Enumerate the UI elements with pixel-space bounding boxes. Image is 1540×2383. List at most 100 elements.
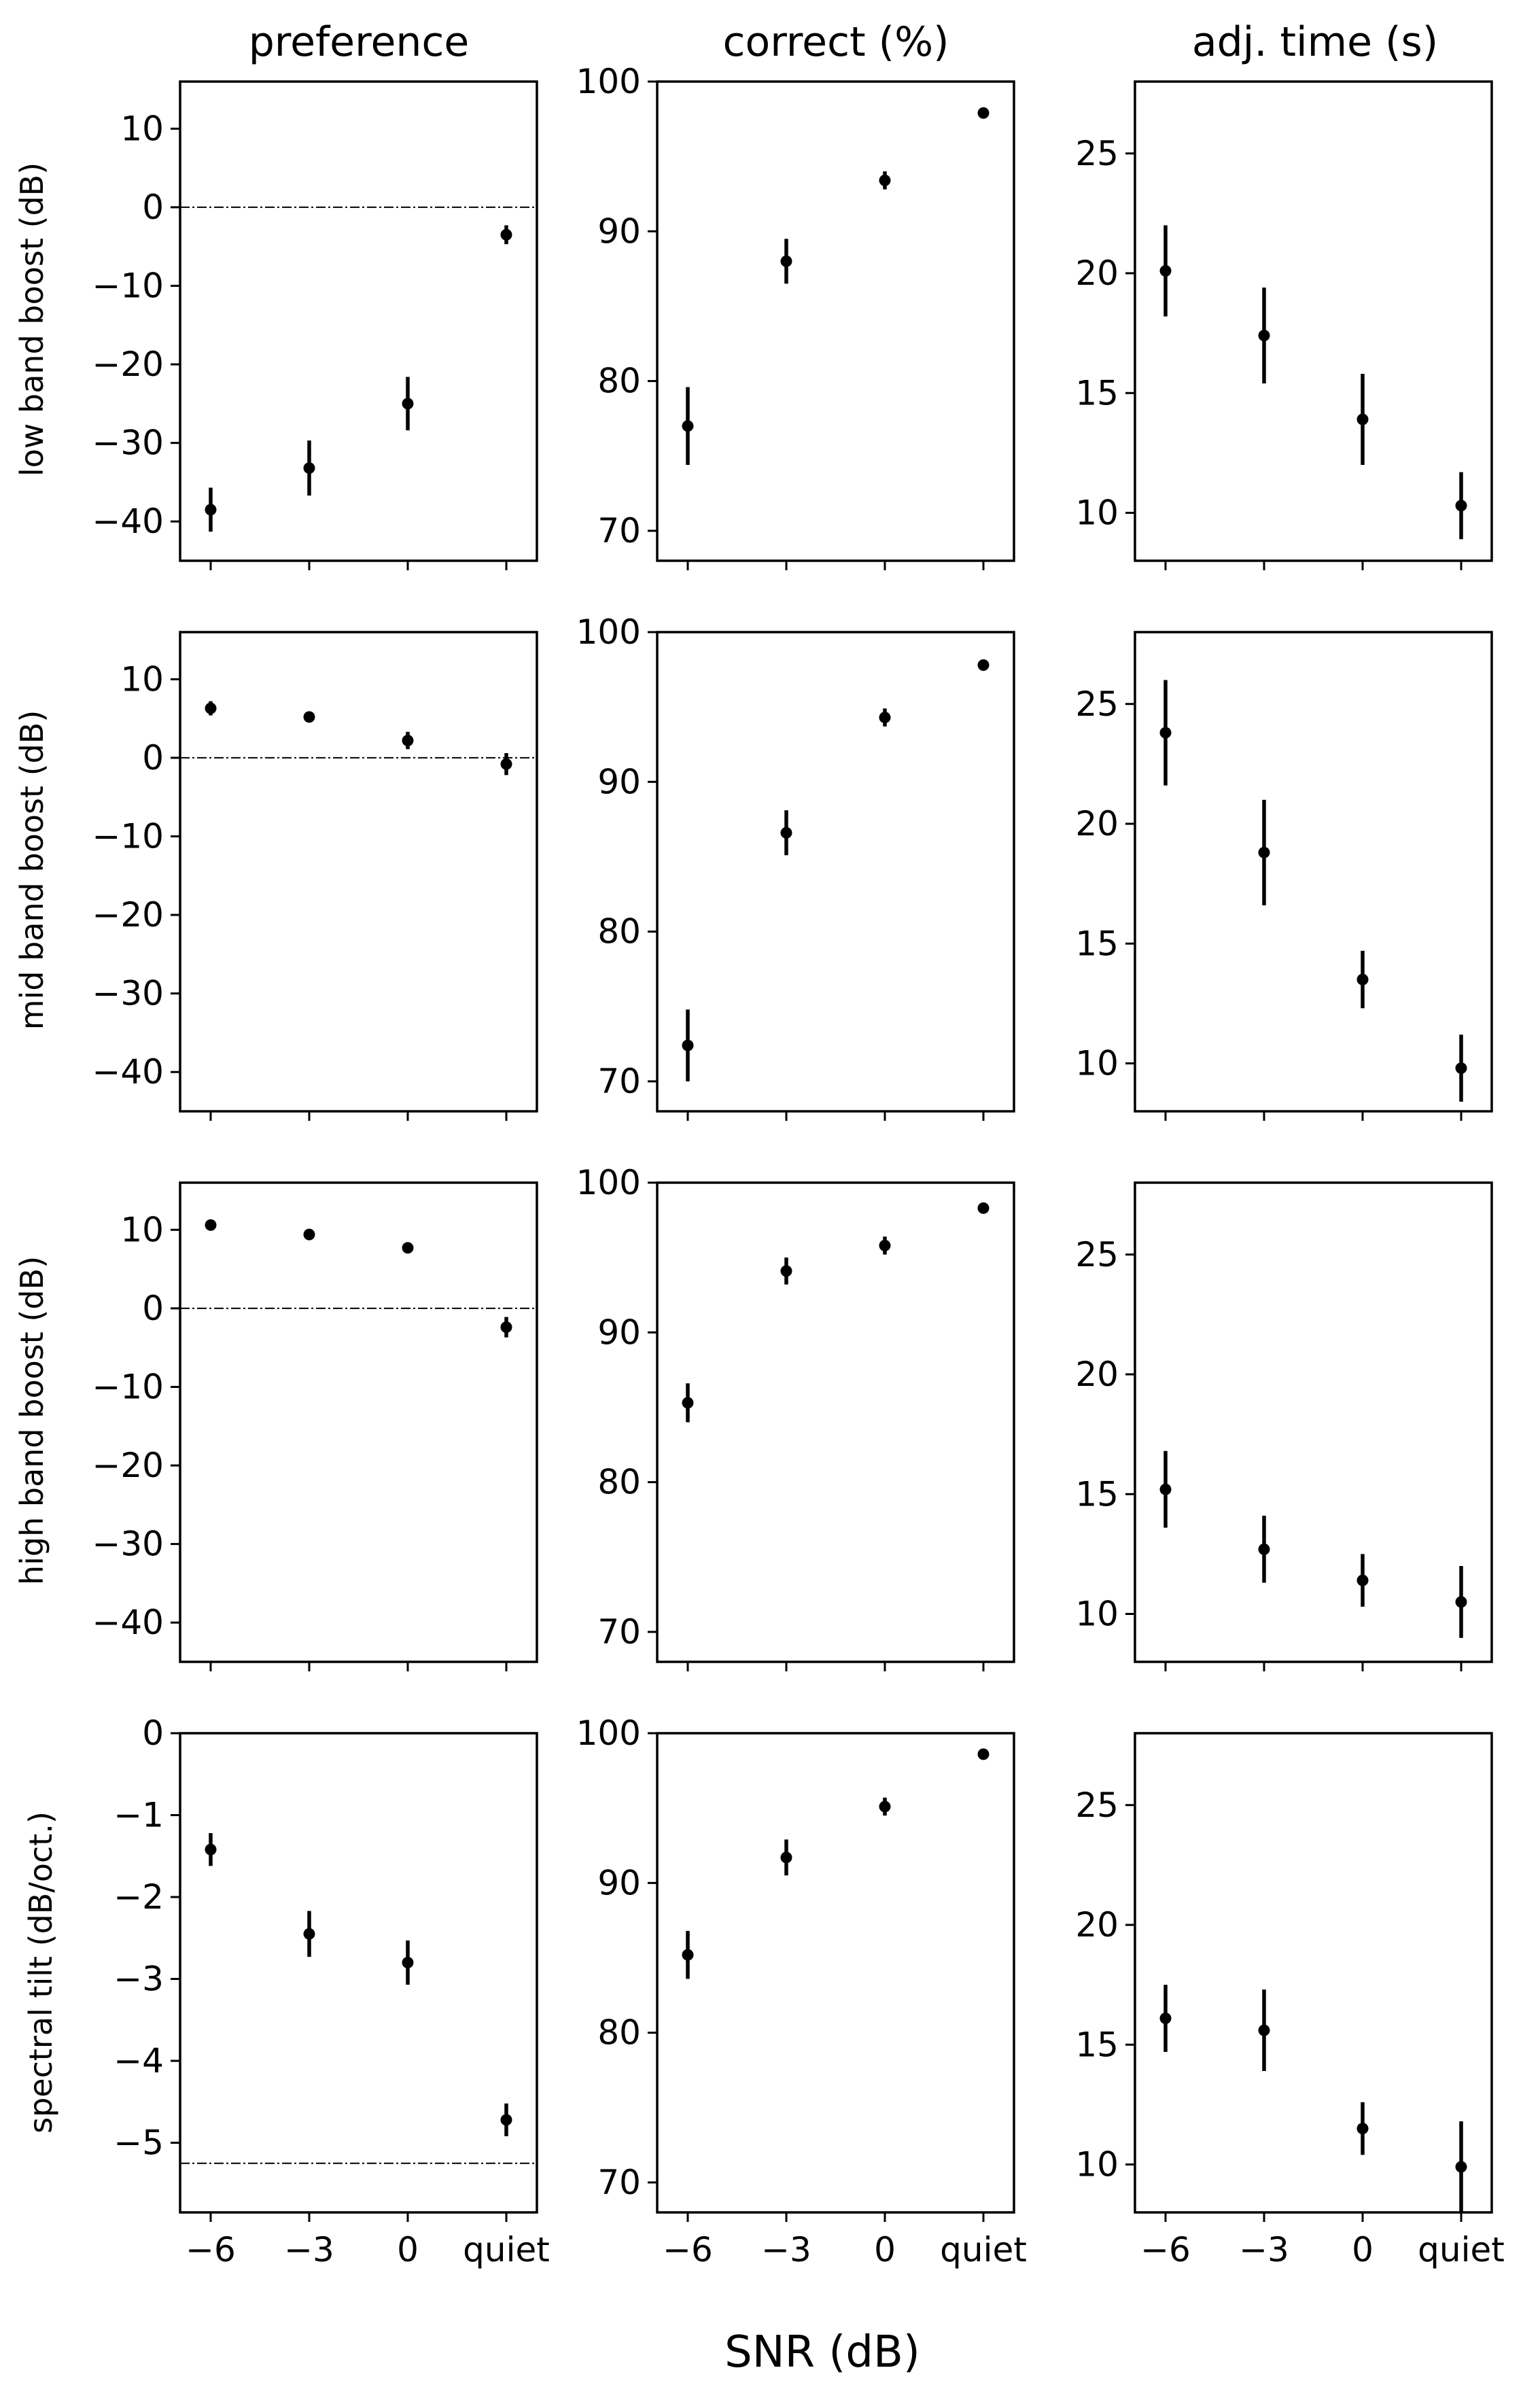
y-tick-label: −1 xyxy=(113,1796,164,1835)
data-point xyxy=(1159,264,1172,277)
data-point xyxy=(402,734,414,746)
y-tick-label: −30 xyxy=(92,423,164,463)
x-tick-label: 0 xyxy=(1352,2230,1373,2269)
data-point xyxy=(1258,330,1270,342)
y-tick-label: 10 xyxy=(120,1210,164,1249)
y-tick-label: 0 xyxy=(142,188,164,227)
axes-frame xyxy=(179,1181,538,1663)
figure-xlabel: SNR (dB) xyxy=(724,2327,920,2378)
axes-frame xyxy=(1134,631,1493,1113)
y-tick-label: −5 xyxy=(113,2123,164,2163)
data-point xyxy=(303,1928,315,1940)
data-point xyxy=(303,711,315,723)
axes-frame xyxy=(656,80,1015,562)
x-tick-label: −3 xyxy=(761,2230,811,2269)
data-point xyxy=(1455,1062,1467,1075)
data-point xyxy=(402,398,414,410)
y-tick-label: 10 xyxy=(1075,2145,1119,2185)
y-tick-label: 10 xyxy=(1075,493,1119,533)
y-tick-label: 100 xyxy=(576,1163,641,1202)
x-tick-label: quiet xyxy=(1418,2230,1505,2269)
y-tick-label: 70 xyxy=(597,2163,641,2202)
y-tick-label: 100 xyxy=(576,612,641,652)
data-point xyxy=(1258,846,1270,858)
y-tick-label: 15 xyxy=(1075,1474,1119,1514)
y-tick-label: −10 xyxy=(92,816,164,856)
y-tick-label: −4 xyxy=(113,2041,164,2081)
y-tick-label: −40 xyxy=(92,1052,164,1092)
panels: −40−30−20−1001070809010010152025−40−30−2… xyxy=(92,62,1504,2269)
axes-frame xyxy=(656,1732,1015,2214)
y-tick-label: 90 xyxy=(597,762,641,801)
y-tick-label: 10 xyxy=(1075,1044,1119,1083)
row-label-high-band: high band boost (dB) xyxy=(14,1256,50,1585)
y-tick-label: 70 xyxy=(597,511,641,551)
y-tick-label: 25 xyxy=(1075,1786,1119,1825)
y-tick-label: −30 xyxy=(92,974,164,1013)
row-label-mid-band: mid band boost (dB) xyxy=(14,710,50,1030)
data-point xyxy=(205,702,217,714)
panel-3-1: 70 80 90 100 −6 −3 0 quiet xyxy=(576,1714,1027,2269)
data-point xyxy=(1455,1596,1467,1608)
data-point xyxy=(1455,500,1467,512)
y-tick-label: −20 xyxy=(92,345,164,384)
axes-frame xyxy=(179,80,538,562)
data-point xyxy=(682,420,694,432)
col-title-correct: correct (%) xyxy=(723,18,949,66)
y-tick-label: −30 xyxy=(92,1525,164,1564)
panel-1-1: 70 80 90 100 xyxy=(576,612,1015,1121)
data-point xyxy=(1159,727,1172,739)
y-tick-label: −10 xyxy=(92,266,164,305)
axes-frame xyxy=(1134,1181,1493,1663)
data-point xyxy=(500,758,512,770)
row-label-spectral-tilt: spectral tilt (dB/oct.) xyxy=(22,1811,59,2134)
y-tick-label: 80 xyxy=(597,2013,641,2053)
y-tick-label: 90 xyxy=(597,1863,641,1902)
data-point xyxy=(682,1949,694,1961)
y-tick-label: −40 xyxy=(92,1603,164,1642)
y-tick-label: 20 xyxy=(1075,1355,1119,1394)
data-point xyxy=(780,255,792,267)
data-point xyxy=(780,1851,792,1864)
y-tick-label: 10 xyxy=(1075,1595,1119,1634)
data-point xyxy=(500,228,512,241)
data-point xyxy=(977,1202,990,1214)
y-tick-label: 100 xyxy=(576,1714,641,1753)
y-tick-label: 20 xyxy=(1075,1905,1119,1945)
x-tick-label: −3 xyxy=(1239,2230,1289,2269)
x-tick-label: −6 xyxy=(1140,2230,1191,2269)
y-tick-label: 25 xyxy=(1075,1235,1119,1274)
x-tick-label: −6 xyxy=(186,2230,236,2269)
x-tick-label: 0 xyxy=(874,2230,896,2269)
y-tick-label: 80 xyxy=(597,912,641,952)
panel-0-1: 70 80 90 100 xyxy=(576,62,1015,570)
data-point xyxy=(1357,413,1369,425)
axes-frame xyxy=(179,1732,538,2214)
y-tick-label: 80 xyxy=(597,362,641,401)
data-point xyxy=(977,1748,990,1760)
y-tick-label: 100 xyxy=(576,62,641,101)
data-point xyxy=(1357,973,1369,986)
y-tick-label: 0 xyxy=(142,738,164,778)
data-point xyxy=(780,1265,792,1277)
axes-frame xyxy=(656,1181,1015,1663)
x-tick-label: −3 xyxy=(284,2230,334,2269)
y-tick-label: 15 xyxy=(1075,373,1119,413)
axes-frame xyxy=(179,631,538,1113)
data-point xyxy=(1258,1543,1270,1555)
x-tick-label: −6 xyxy=(663,2230,713,2269)
data-point xyxy=(879,712,891,724)
y-tick-label: 80 xyxy=(597,1463,641,1502)
panel-2-2: 10 15 20 25 xyxy=(1075,1181,1493,1671)
y-tick-label: 10 xyxy=(120,659,164,699)
row-label-low-band: low band boost (dB) xyxy=(14,162,50,476)
y-tick-label: 70 xyxy=(597,1062,641,1101)
x-tick-label: quiet xyxy=(940,2230,1027,2269)
data-point xyxy=(879,174,891,186)
data-point xyxy=(303,1228,315,1240)
y-tick-label: −20 xyxy=(92,895,164,935)
y-tick-label: 15 xyxy=(1075,2025,1119,2064)
axes-frame xyxy=(1134,1732,1493,2214)
panel-0-0: −40 −30 −20 −10 0 10 xyxy=(92,80,538,570)
